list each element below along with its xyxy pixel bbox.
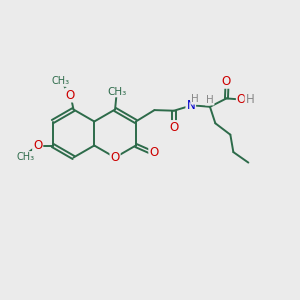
Text: H: H <box>245 93 254 106</box>
Text: H: H <box>191 94 199 104</box>
Text: CH₃: CH₃ <box>52 76 70 86</box>
Text: H: H <box>206 94 214 105</box>
Text: O: O <box>33 139 42 152</box>
Text: CH₃: CH₃ <box>107 87 127 97</box>
Text: O: O <box>66 88 75 102</box>
Text: O: O <box>169 121 178 134</box>
Text: O: O <box>149 146 158 159</box>
Text: CH₃: CH₃ <box>17 152 35 162</box>
Text: O: O <box>221 75 230 88</box>
Text: N: N <box>186 99 195 112</box>
Text: O: O <box>110 151 120 164</box>
Text: O: O <box>237 93 246 106</box>
